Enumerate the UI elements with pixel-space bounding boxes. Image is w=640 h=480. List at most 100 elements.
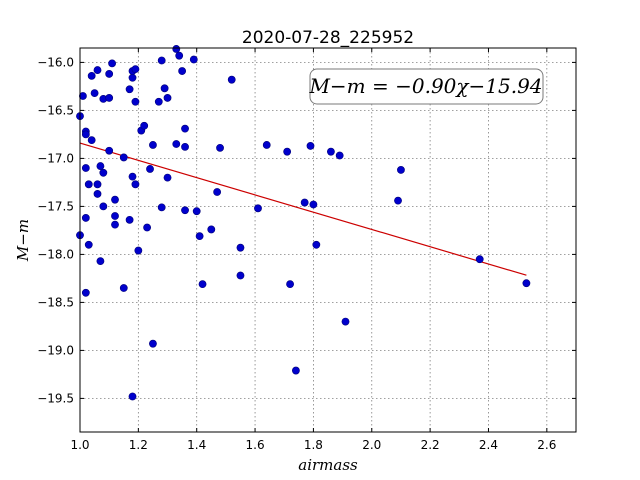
axis-ticks: 1.0 1.2 1.4 1.6 1.8 2.0 2.2 2.4 2.6 −16.0 −16.5 −17… (37, 48, 576, 452)
data-point (111, 220, 119, 229)
data-point (149, 141, 157, 149)
data-point (105, 94, 114, 102)
fit-annotation: M−m = −0.90χ−15.94 (308, 68, 544, 105)
data-point (397, 166, 405, 174)
data-point (119, 153, 128, 162)
data-point (227, 75, 236, 84)
data-points (76, 45, 531, 401)
data-point (119, 284, 128, 292)
data-point (128, 172, 137, 181)
data-point (213, 188, 222, 196)
y-tick-label: −19.5 (37, 391, 74, 405)
data-point (286, 280, 294, 289)
x-tick-label: 2.4 (479, 438, 498, 452)
data-point (81, 164, 90, 172)
data-point (300, 198, 309, 207)
x-tick-label: 1.2 (129, 438, 148, 452)
data-point (192, 207, 201, 216)
data-point (108, 59, 116, 68)
data-point (236, 243, 245, 252)
data-point (236, 271, 245, 280)
y-tick-label: −19.0 (37, 343, 74, 357)
data-point (96, 162, 105, 170)
data-point (131, 180, 140, 189)
data-point (93, 66, 102, 74)
data-point (111, 195, 119, 204)
data-point (157, 203, 166, 212)
y-tick-label: −16.0 (37, 55, 74, 69)
data-point (207, 225, 216, 234)
y-tick-label: −16.5 (37, 103, 74, 117)
data-point (262, 141, 271, 149)
data-point (93, 180, 102, 189)
data-point (105, 146, 114, 155)
fit-line-group (79, 142, 527, 276)
data-point (157, 56, 166, 65)
fit-line (79, 142, 527, 276)
chart-title: 2020-07-28_225952 (242, 28, 414, 48)
data-point (160, 84, 169, 93)
data-point (143, 223, 152, 232)
data-point (189, 55, 198, 64)
data-point (163, 94, 172, 102)
data-point (335, 151, 344, 160)
x-tick-label: 2.6 (537, 438, 556, 452)
data-point (172, 45, 181, 53)
data-point (125, 215, 134, 224)
grid-lines (79, 48, 576, 432)
data-point (84, 180, 93, 189)
data-point (154, 97, 163, 106)
data-point (178, 67, 187, 75)
x-tick-label: 1.4 (187, 438, 206, 452)
data-point (181, 206, 189, 215)
data-point (90, 89, 99, 98)
fit-equation: M−m = −0.90χ−15.94 (308, 74, 542, 98)
data-point (175, 51, 184, 60)
data-point (146, 165, 154, 173)
data-point (99, 202, 108, 211)
data-point (172, 140, 181, 148)
data-point (87, 136, 96, 145)
data-point (198, 280, 207, 289)
y-tick-label: −18.0 (37, 247, 74, 261)
x-tick-label: 1.6 (246, 438, 265, 452)
data-point (131, 65, 140, 74)
data-point (81, 130, 90, 139)
data-point (128, 73, 137, 82)
y-axis-label: M−m (14, 219, 32, 262)
data-point (216, 143, 224, 152)
x-tick-label: 2.0 (362, 438, 381, 452)
data-point (81, 214, 90, 222)
data-point (96, 257, 105, 266)
data-point (475, 255, 484, 264)
data-point (105, 70, 114, 78)
x-tick-label: 1.0 (70, 438, 89, 452)
plot-area-frame (79, 47, 577, 433)
data-point (128, 392, 137, 401)
annotation-box (309, 68, 544, 105)
data-point (394, 196, 402, 205)
data-point (306, 142, 315, 150)
data-point (309, 200, 318, 209)
data-point (111, 212, 119, 220)
data-point (341, 317, 350, 326)
y-tick-label: −17.0 (37, 151, 74, 165)
data-point (181, 124, 189, 133)
data-point (125, 85, 134, 94)
data-point (99, 168, 108, 177)
data-point (149, 339, 157, 348)
y-tick-label: −17.5 (37, 199, 74, 213)
data-point (87, 71, 96, 80)
data-point (254, 204, 262, 213)
data-point (283, 147, 292, 156)
data-point (195, 232, 204, 241)
data-point (181, 142, 189, 151)
data-point (312, 240, 321, 249)
data-point (84, 240, 93, 249)
data-point (134, 246, 143, 255)
data-point (292, 366, 300, 375)
data-point (140, 121, 149, 130)
data-point (522, 279, 531, 288)
y-tick-label: −18.5 (37, 295, 74, 309)
